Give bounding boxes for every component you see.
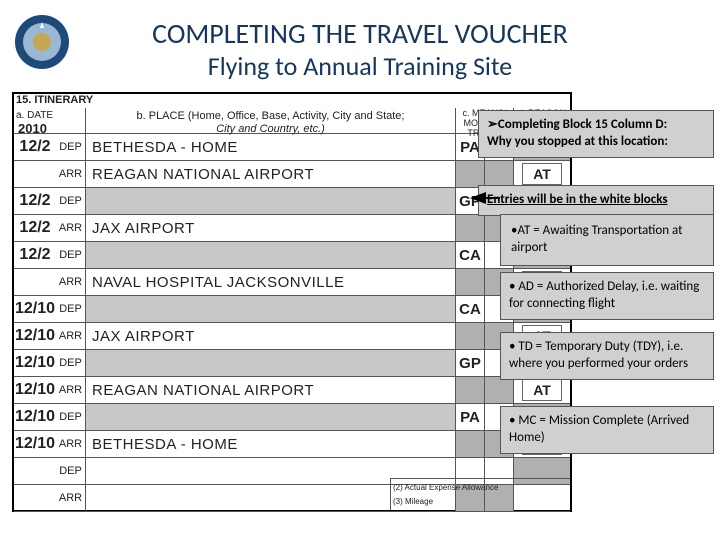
itinerary-row: 12/10ARRBETHESDA - HOMEMC bbox=[14, 431, 570, 458]
itinerary-row: 12/2ARRJAX AIRPORTAT bbox=[14, 215, 570, 242]
page-title-line1: COMPLETING THE TRAVEL VOUCHER bbox=[0, 16, 720, 51]
arrow-icon bbox=[470, 192, 486, 204]
itinerary-row: 12/10DEPGP bbox=[14, 350, 570, 377]
col-place-header: b. PLACE (Home, Office, Base, Activity, … bbox=[86, 108, 456, 133]
callout-at: •AT = Awaiting Transportation at airport bbox=[500, 214, 714, 266]
arrow-line bbox=[486, 197, 500, 199]
itinerary-row: 12/10ARRREAGAN NATIONAL AIRPORTAT bbox=[14, 377, 570, 404]
callout-ad: • AD = Authorized Delay, i.e. waiting fo… bbox=[500, 272, 714, 320]
itinerary-row: 12/10DEPCA bbox=[14, 296, 570, 323]
callout-td: • TD = Temporary Duty (TDY), i.e. where … bbox=[500, 332, 714, 380]
col-date-header: a. DATE 2010 bbox=[14, 108, 86, 133]
form-footer: (2) Actual Expense Allowance (3) Mileage bbox=[390, 478, 570, 510]
callout-mc: • MC = Mission Complete (Arrived Home) bbox=[500, 406, 714, 454]
itinerary-row: ARRNAVAL HOSPITAL JACKSONVILLETD bbox=[14, 269, 570, 296]
itinerary-row: 12/2DEPCA bbox=[14, 242, 570, 269]
itinerary-row: 12/10DEPPA bbox=[14, 404, 570, 431]
callout-white-blocks: Entries will be in the white blocks bbox=[478, 185, 714, 216]
callout-block-d: ➢Completing Block 15 Column D: Why you s… bbox=[478, 110, 714, 158]
itinerary-row: 12/10ARRJAX AIRPORTAT bbox=[14, 323, 570, 350]
itinerary-row: ARRREAGAN NATIONAL AIRPORTAT bbox=[14, 161, 570, 188]
page-title-line2: Flying to Annual Training Site bbox=[0, 50, 720, 82]
